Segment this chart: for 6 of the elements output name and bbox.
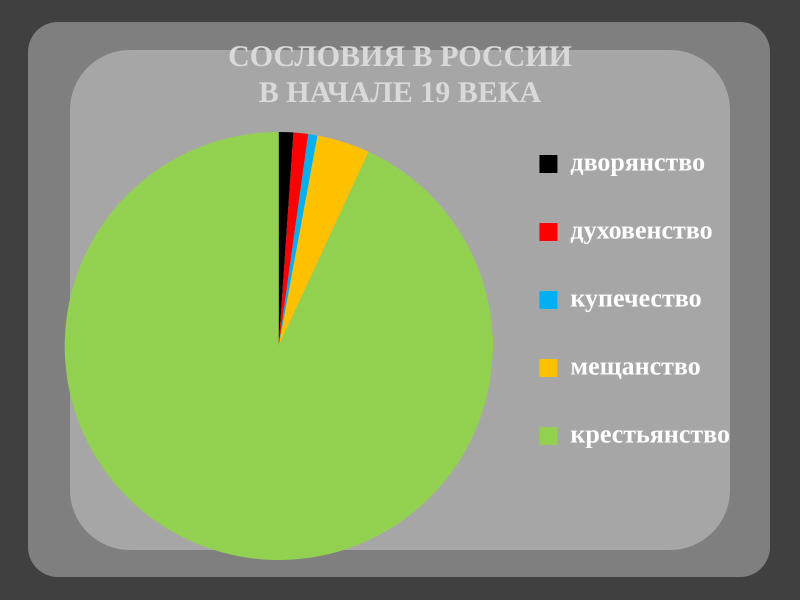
legend-label: купечество — [570, 284, 702, 313]
legend-label: мещанство — [570, 352, 701, 381]
legend-label: крестьянство — [570, 420, 730, 449]
legend-label: дворянство — [570, 148, 706, 177]
text: СОСЛОВИЯ В РОССИИ — [228, 40, 572, 73]
legend-label: духовенство — [570, 216, 713, 245]
